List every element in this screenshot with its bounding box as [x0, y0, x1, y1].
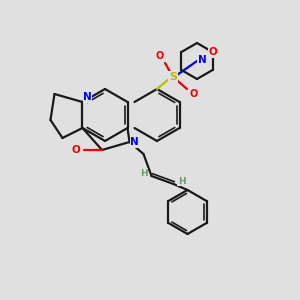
Text: O: O	[156, 51, 164, 61]
Text: O: O	[72, 145, 80, 155]
Text: N: N	[198, 55, 206, 65]
Text: N: N	[130, 137, 139, 147]
Text: H: H	[140, 169, 147, 178]
Text: O: O	[190, 89, 198, 99]
Text: H: H	[178, 176, 185, 185]
Text: S: S	[169, 72, 177, 82]
Text: O: O	[208, 47, 217, 57]
Text: N: N	[83, 92, 92, 102]
